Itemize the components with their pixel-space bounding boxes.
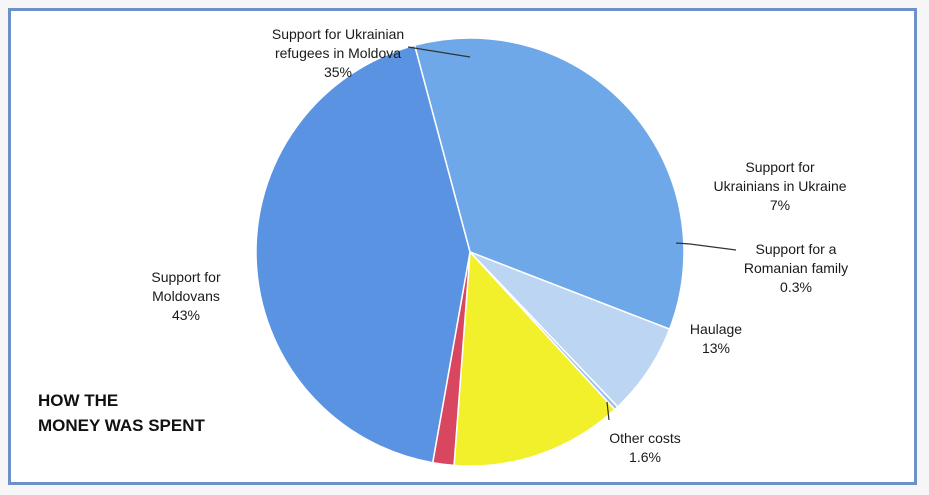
slice-label-text: Support for	[151, 269, 221, 285]
slice-label-text: Romanian family	[743, 260, 849, 276]
slice-label-romanian-family: Support for a Romanian family 0.3%	[744, 240, 848, 297]
slice-label-text: Other costs	[609, 430, 681, 446]
slice-label-text: Haulage	[689, 321, 743, 337]
slice-label-haulage: Haulage 13%	[690, 320, 742, 358]
slice-pct-label: 1.6%	[629, 449, 661, 465]
chart-title-line-1: HOW THE	[38, 391, 119, 410]
leader-line-other-costs	[606, 401, 610, 421]
slice-pct-label: 0.3%	[780, 279, 812, 295]
slice-label-text: Moldovans	[152, 288, 220, 304]
slice-label-moldovans: Support for Moldovans 43%	[151, 268, 220, 325]
slice-label-ukr-refugees-moldova: Support for Ukrainian refugees in Moldov…	[272, 25, 404, 82]
slice-pct-label: 35%	[323, 64, 353, 80]
pie-slice-moldovans	[255, 44, 471, 464]
pie-slice-haulage	[453, 250, 616, 467]
slice-label-text: Support for Ukrainian	[271, 26, 405, 42]
slice-pct-label: 7%	[769, 197, 791, 213]
slice-label-other-costs: Other costs 1.6%	[609, 429, 681, 467]
slice-pct-label: 43%	[171, 307, 201, 323]
slice-label-text: Support for a	[755, 241, 837, 257]
chart-title: HOW THE MONEY WAS SPENT	[38, 388, 205, 438]
chart-title-line-2: MONEY WAS SPENT	[38, 416, 205, 435]
slice-label-text: Ukrainians in Ukraine	[713, 178, 847, 194]
slice-pct-label: 13%	[701, 340, 731, 356]
slice-label-text: Support for	[745, 159, 815, 175]
slice-label-ukrainians-in-ukraine: Support for Ukrainians in Ukraine 7%	[713, 158, 846, 215]
slice-label-text: refugees in Moldova	[274, 45, 402, 61]
leader-line-romanian-family	[675, 242, 737, 251]
leader-line-ukr-refugees-moldova	[407, 46, 471, 58]
